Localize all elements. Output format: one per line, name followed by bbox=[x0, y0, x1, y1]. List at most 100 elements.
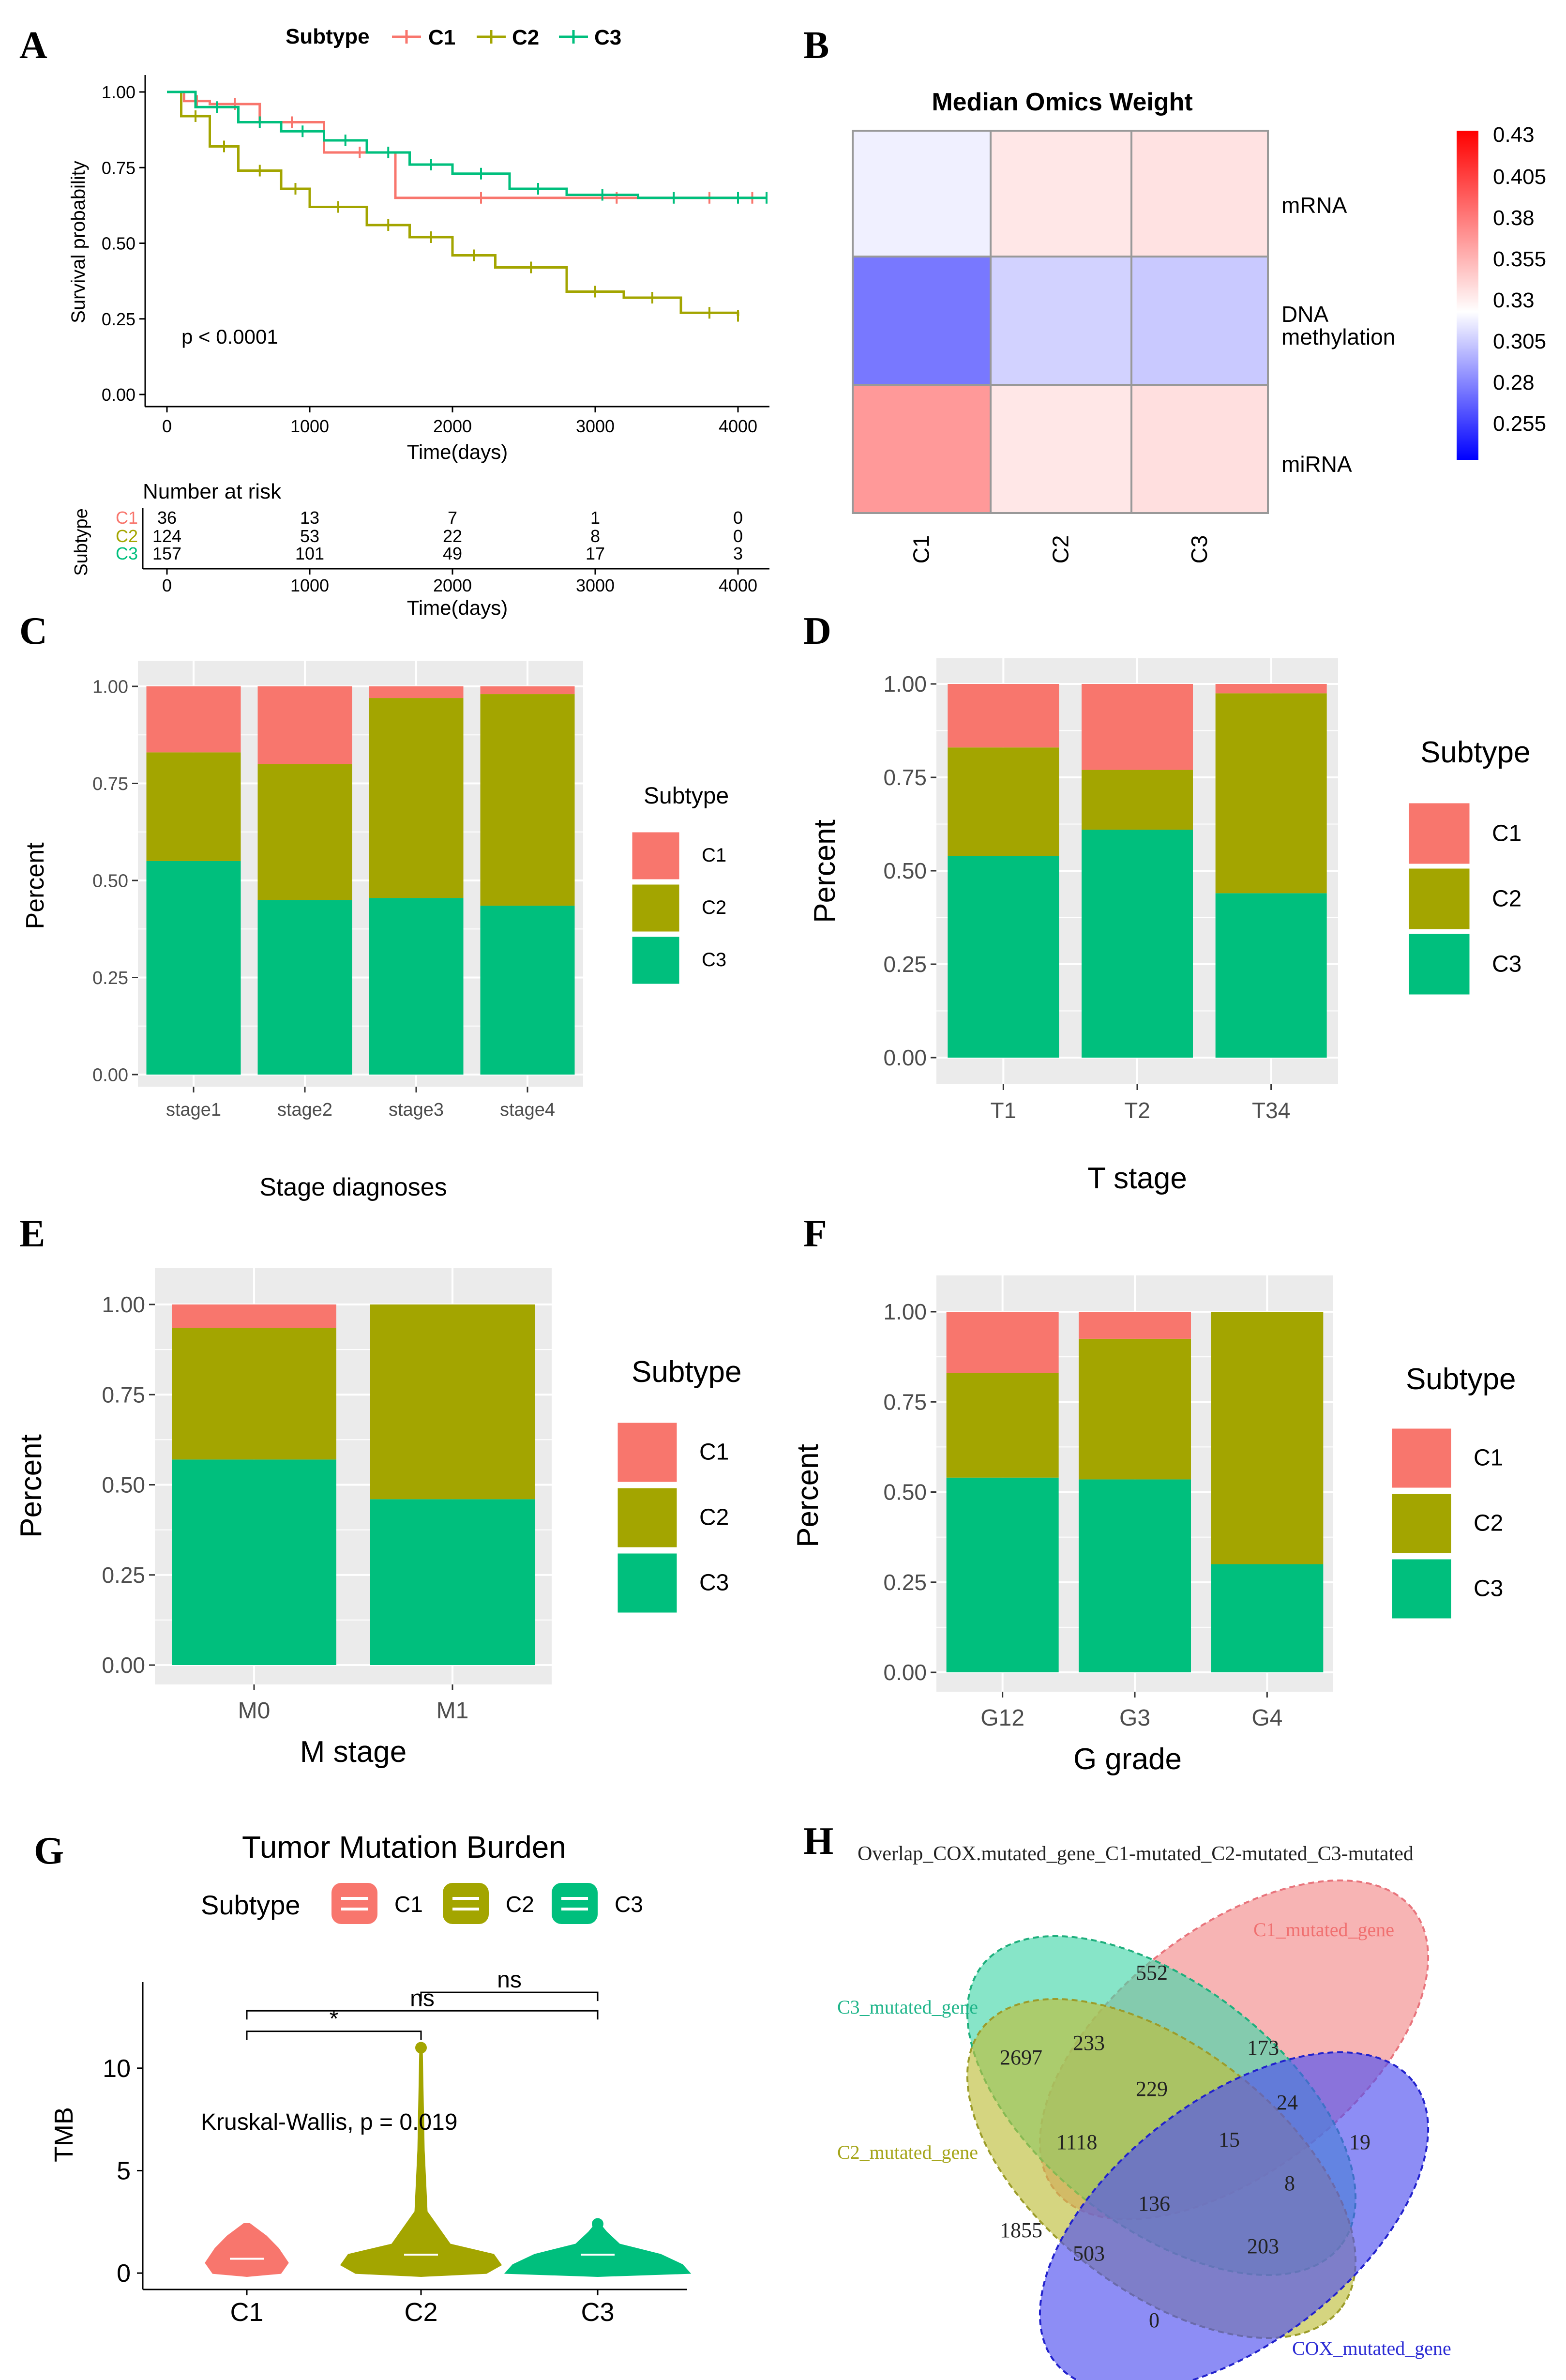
legend-key-c2 bbox=[631, 883, 681, 933]
heatmap-colorbar bbox=[1457, 131, 1478, 460]
km-legend-label: C1 bbox=[428, 26, 455, 49]
heatmap-cell bbox=[852, 256, 992, 386]
legend-label: C2 bbox=[1474, 1511, 1503, 1536]
y-tick-label: 0.00 bbox=[92, 1065, 128, 1085]
legend-label: C2 bbox=[1492, 886, 1521, 911]
y-tick-label: 0.50 bbox=[102, 1472, 145, 1498]
heatmap-row-label: mRNA bbox=[1281, 193, 1347, 218]
colorbar-tick-label: 0.28 bbox=[1493, 371, 1535, 394]
colorbar-tick-label: 0.38 bbox=[1493, 206, 1535, 230]
bar-segment-c3 bbox=[480, 906, 575, 1075]
bar-segment-c2 bbox=[1082, 770, 1193, 830]
bar-segment-c2 bbox=[172, 1328, 336, 1460]
venn-count: 1118 bbox=[1056, 2130, 1098, 2154]
bar-segment-c1 bbox=[369, 686, 464, 698]
venn-count: 203 bbox=[1247, 2234, 1279, 2258]
bar-segment-c1 bbox=[1215, 684, 1327, 694]
bar-segment-c1 bbox=[1082, 684, 1193, 770]
risk-count: 0 bbox=[733, 526, 743, 546]
x-tick-label: stage1 bbox=[166, 1100, 221, 1120]
x-tick-label: T34 bbox=[1252, 1098, 1290, 1123]
tmb-ylabel: TMB bbox=[49, 2107, 78, 2162]
km-legend-c1: C1 bbox=[392, 26, 455, 49]
risk-count: 36 bbox=[157, 508, 177, 528]
bar-segment-c3 bbox=[172, 1459, 336, 1665]
comparison-label: ns bbox=[410, 1986, 435, 2011]
legend-title: Subtype bbox=[644, 783, 729, 809]
legend-key-c1 bbox=[616, 1421, 678, 1484]
heatmap-row-label: DNA bbox=[1281, 302, 1328, 327]
venn-count: 0 bbox=[1149, 2308, 1159, 2332]
legend-label: C2 bbox=[699, 1505, 729, 1531]
bar-segment-c2 bbox=[257, 764, 352, 900]
km-legend-c2: C2 bbox=[477, 26, 539, 49]
panel-f: F G12 G3 G4 0.00 0.25 0.50 0.75 1.00 Percent G … bbox=[791, 1213, 1516, 1776]
venn-set-label: C1_mutated_gene bbox=[1253, 1919, 1394, 1940]
legend-key-c1 bbox=[331, 1883, 377, 1924]
venn-count: 24 bbox=[1277, 2091, 1298, 2114]
colorbar-tick-label: 0.305 bbox=[1493, 330, 1546, 353]
km-xlabel: Time(days) bbox=[407, 440, 508, 463]
heatmap-row-label: methylation bbox=[1281, 324, 1395, 349]
y-tick-label: 1.00 bbox=[883, 671, 927, 697]
km-x-tick-label: 3000 bbox=[576, 416, 615, 436]
heatmap-row-label: miRNA bbox=[1281, 452, 1352, 477]
bar-segment-c1 bbox=[948, 684, 1059, 748]
heatmap-cell bbox=[852, 130, 992, 258]
legend-key-c1 bbox=[1407, 802, 1471, 865]
heatmap-col-label: C1 bbox=[909, 535, 934, 564]
c-ylabel: Percent bbox=[21, 842, 49, 929]
km-pvalue: p < 0.0001 bbox=[181, 325, 278, 348]
legend-label: C3 bbox=[615, 1892, 643, 1917]
venn-count: 1855 bbox=[1000, 2218, 1042, 2242]
colorbar-tick-label: 0.33 bbox=[1493, 288, 1535, 312]
venn-count: 233 bbox=[1073, 2031, 1105, 2055]
heatmap-cell bbox=[990, 256, 1132, 386]
legend-label: C2 bbox=[506, 1892, 534, 1917]
km-y-tick-label: 0.00 bbox=[102, 385, 136, 405]
legend-title: Subtype bbox=[632, 1355, 742, 1389]
y-tick-label: 0.00 bbox=[102, 1652, 145, 1678]
bar-segment-c3 bbox=[257, 900, 352, 1075]
tmb-legend-title: Subtype bbox=[201, 1890, 301, 1920]
legend-label: C3 bbox=[702, 949, 726, 970]
colorbar-tick-label: 0.355 bbox=[1493, 247, 1546, 271]
legend-label: C2 bbox=[702, 897, 726, 918]
risk-count: 101 bbox=[295, 544, 324, 563]
y-tick-label: 0.00 bbox=[883, 1660, 927, 1685]
x-tick-label: C1 bbox=[230, 2298, 263, 2327]
y-tick-label: 0.25 bbox=[883, 952, 927, 977]
y-tick-label: 0.25 bbox=[92, 968, 128, 988]
risk-count: 3 bbox=[733, 544, 743, 563]
panel-label-h: H bbox=[803, 1820, 833, 1863]
c-xlabel: Stage diagnoses bbox=[259, 1173, 447, 1201]
x-tick-label: stage2 bbox=[277, 1100, 332, 1120]
panel-a: A Subtype C1 C2 C3 0.000.250.500.751.00 … bbox=[19, 24, 769, 619]
d-xlabel: T stage bbox=[1087, 1162, 1187, 1195]
legend-label: C1 bbox=[699, 1440, 729, 1465]
outlier-point bbox=[592, 2218, 603, 2230]
tmb-kruskal: Kruskal-Wallis, p = 0.019 bbox=[201, 2109, 457, 2135]
venn-count: 552 bbox=[1136, 1961, 1168, 1985]
y-tick-label: 0 bbox=[117, 2259, 131, 2288]
panel-c: C stage1 stage2 stage3 stage4 0.00 0.25 0.50 0.… bbox=[19, 610, 729, 1201]
bar-segment-c1 bbox=[172, 1304, 336, 1328]
x-tick-label: G3 bbox=[1119, 1705, 1150, 1731]
km-x-tick-label: 0 bbox=[162, 416, 172, 436]
x-tick-label: C2 bbox=[404, 2298, 437, 2327]
km-curve-c3 bbox=[167, 91, 767, 199]
km-curve-c2 bbox=[167, 91, 739, 316]
panel-label-c: C bbox=[19, 610, 47, 652]
panel-d: D T1 T2 T34 0.00 0.25 0.50 0.75 1.00 Percent T … bbox=[803, 610, 1531, 1195]
bar-segment-c3 bbox=[369, 898, 464, 1075]
risk-x-tick-label: 4000 bbox=[719, 576, 757, 595]
venn-count: 173 bbox=[1247, 2036, 1279, 2060]
panel-e: E M0 M1 0.00 0.25 0.50 0.75 1.00 Percent M sta… bbox=[15, 1213, 742, 1769]
venn-set-label: C2_mutated_gene bbox=[837, 2141, 978, 2163]
x-tick-label: G12 bbox=[980, 1705, 1024, 1731]
y-tick-label: 0.50 bbox=[883, 858, 927, 883]
legend-key-c3 bbox=[552, 1883, 598, 1924]
heatmap-col-label: C2 bbox=[1048, 535, 1073, 564]
f-ylabel: Percent bbox=[791, 1444, 825, 1547]
legend-label: C3 bbox=[1474, 1576, 1503, 1602]
